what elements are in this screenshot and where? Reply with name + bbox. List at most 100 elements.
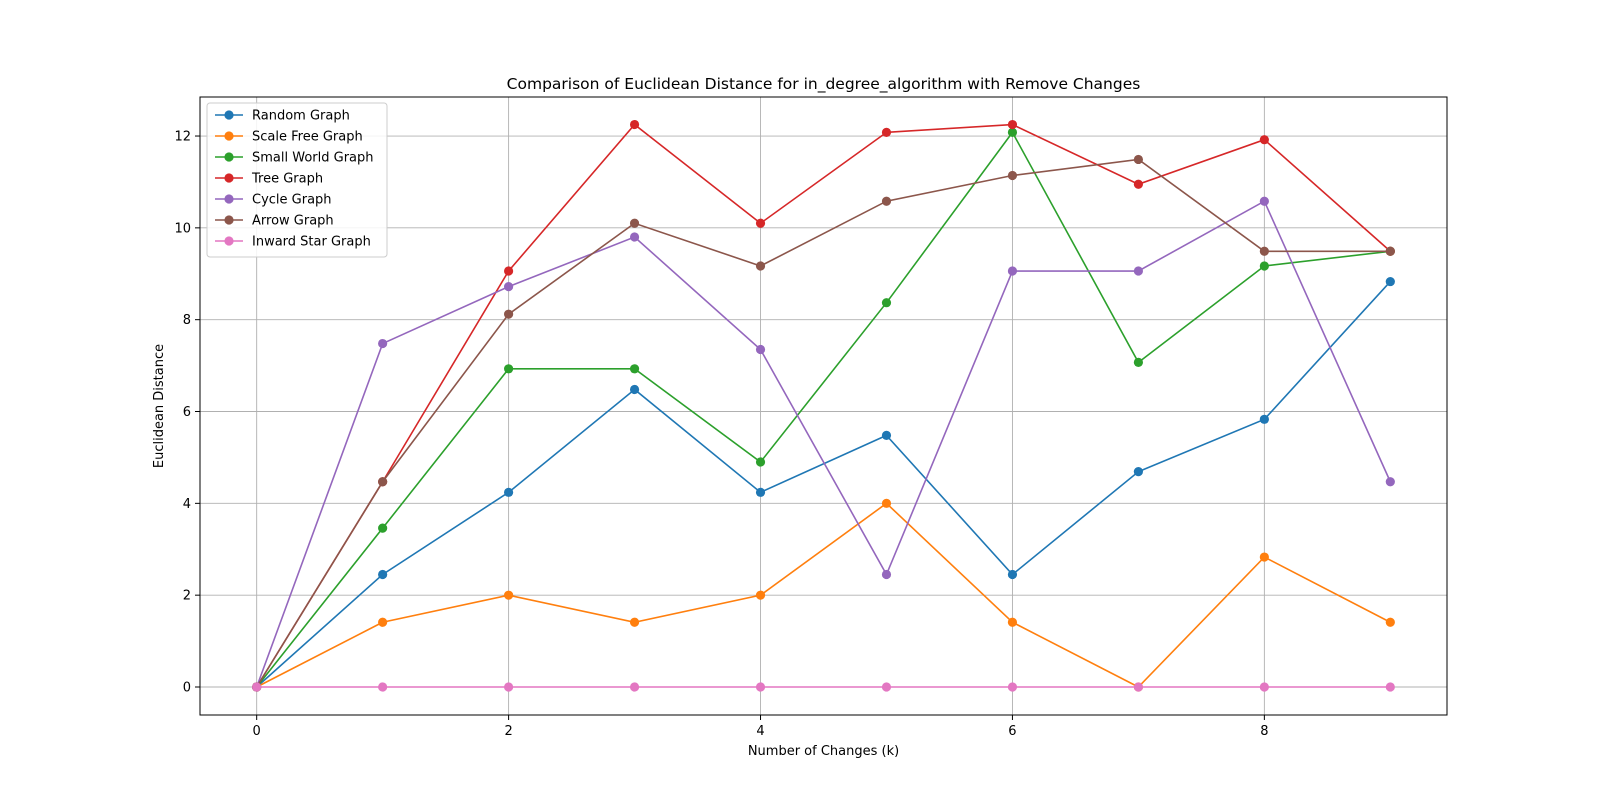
y-axis: 0 2 4 6 8 10 12 xyxy=(174,130,200,695)
series-line xyxy=(255,200,1392,688)
data-point xyxy=(1007,682,1018,692)
data-point xyxy=(1259,552,1269,562)
series-line xyxy=(256,502,1391,688)
data-point xyxy=(1007,617,1018,627)
data-point xyxy=(1133,154,1143,165)
series-layer xyxy=(252,119,1395,692)
legend-swatch-marker xyxy=(224,110,234,120)
data-point xyxy=(629,682,640,692)
data-point xyxy=(504,364,514,374)
data-point xyxy=(1007,569,1018,580)
x-tick-label: 4 xyxy=(756,724,764,739)
data-point xyxy=(755,261,766,271)
data-point xyxy=(755,487,766,497)
data-point xyxy=(881,298,892,308)
data-point xyxy=(378,338,388,349)
data-point xyxy=(881,569,892,580)
data-point xyxy=(504,590,514,600)
data-point xyxy=(1133,357,1143,367)
series-2 xyxy=(252,498,1395,692)
chart-title: Comparison of Euclidean Distance for in_… xyxy=(507,75,1141,94)
legend-swatch-marker xyxy=(224,215,234,225)
data-point xyxy=(629,617,640,627)
legend: Random Graph Scale Free Graph Small World … xyxy=(206,102,388,258)
data-point xyxy=(881,196,892,206)
legend-item: Small World Graph xyxy=(215,151,374,166)
legend-swatch-marker xyxy=(224,194,234,204)
x-axis-label: Number of Changes (k) xyxy=(748,744,899,759)
data-point xyxy=(881,498,892,508)
data-point xyxy=(755,590,766,600)
data-point xyxy=(1385,682,1395,692)
data-point xyxy=(881,430,892,440)
series-3 xyxy=(252,127,1395,692)
data-point xyxy=(1385,276,1395,287)
data-point xyxy=(755,344,766,355)
legend-label: Cycle Graph xyxy=(252,193,332,208)
data-point xyxy=(1007,119,1018,130)
series-line xyxy=(255,158,1391,688)
series-5 xyxy=(252,196,1395,692)
x-tick-label: 8 xyxy=(1260,724,1268,739)
data-point xyxy=(1259,682,1269,692)
data-point xyxy=(1385,246,1395,256)
series-7 xyxy=(252,682,1395,692)
data-point xyxy=(1259,246,1269,256)
data-point xyxy=(1133,682,1143,692)
legend-item: Random Graph xyxy=(215,109,350,124)
data-point xyxy=(252,682,262,692)
data-point xyxy=(1133,467,1143,477)
data-point xyxy=(1259,414,1269,424)
series-6 xyxy=(252,154,1395,692)
series-line xyxy=(255,123,1391,688)
data-point xyxy=(1133,266,1143,276)
series-line xyxy=(256,281,1391,688)
y-tick-label: 12 xyxy=(174,130,191,145)
data-point xyxy=(378,617,388,627)
y-tick-label: 0 xyxy=(183,680,191,695)
data-point xyxy=(1007,266,1018,276)
x-tick-label: 0 xyxy=(253,724,261,739)
legend-swatch-marker xyxy=(224,131,234,141)
data-point xyxy=(629,119,640,130)
data-point xyxy=(629,384,640,395)
y-axis-label: Euclidean Distance xyxy=(152,344,167,468)
data-point xyxy=(755,457,766,467)
series-1 xyxy=(252,276,1395,692)
x-axis: 0 2 4 6 8 xyxy=(253,715,1268,739)
data-point xyxy=(881,682,892,692)
data-point xyxy=(755,218,766,228)
y-tick-label: 6 xyxy=(183,405,191,420)
data-point xyxy=(629,218,640,228)
data-point xyxy=(378,523,388,533)
legend-item: Cycle Graph xyxy=(215,193,332,208)
data-point xyxy=(881,127,892,137)
legend-label: Inward Star Graph xyxy=(252,235,371,250)
data-point xyxy=(755,682,766,692)
x-tick-label: 6 xyxy=(1008,724,1016,739)
data-point xyxy=(378,477,388,487)
data-point xyxy=(504,282,514,292)
y-tick-label: 8 xyxy=(183,313,191,328)
x-tick-label: 2 xyxy=(504,724,512,739)
legend-label: Arrow Graph xyxy=(252,214,334,229)
data-point xyxy=(629,232,640,242)
legend-label: Tree Graph xyxy=(251,172,323,187)
legend-item: Scale Free Graph xyxy=(215,130,363,145)
legend-swatch-marker xyxy=(224,236,234,246)
y-tick-label: 10 xyxy=(174,221,191,236)
data-point xyxy=(378,682,388,692)
data-point xyxy=(1007,170,1018,181)
data-point xyxy=(1259,196,1269,206)
data-point xyxy=(504,682,514,692)
legend-item: Arrow Graph xyxy=(215,214,334,229)
data-point xyxy=(504,266,514,276)
series-4 xyxy=(252,119,1395,692)
data-point xyxy=(1007,127,1018,137)
y-tick-label: 4 xyxy=(183,497,191,512)
data-point xyxy=(504,309,514,319)
legend-label: Small World Graph xyxy=(252,151,374,166)
legend-item: Inward Star Graph xyxy=(215,235,371,250)
